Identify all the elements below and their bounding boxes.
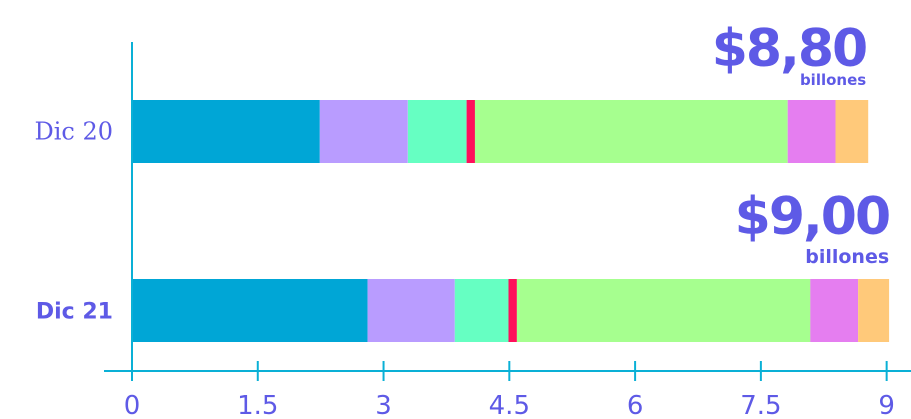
bar-segment-1-4 <box>466 100 475 163</box>
bar-segment-2-5 <box>516 279 811 342</box>
bar-segment-2-4 <box>508 279 517 342</box>
total-unit-1: billones <box>800 71 866 89</box>
bar-segment-2-2 <box>367 279 455 342</box>
axes-layer <box>104 42 911 381</box>
bar-segment-1-6 <box>787 100 836 163</box>
x-tick-label-1: 1.5 <box>237 391 278 419</box>
bar-segment-1-5 <box>474 100 788 163</box>
x-tick-label-5: 7.5 <box>740 391 781 419</box>
category-label-1: Dic 20 <box>34 118 113 146</box>
x-tick-label-3: 4.5 <box>489 391 530 419</box>
bar-segment-1-1 <box>132 100 320 163</box>
x-tick-label-6: 9 <box>878 391 895 419</box>
x-tick-label-4: 6 <box>627 391 644 419</box>
bar-segment-2-6 <box>810 279 859 342</box>
total-value-2: $9,00 <box>735 187 889 247</box>
bars-layer <box>132 100 890 342</box>
category-label-2: Dic 21 <box>36 300 113 325</box>
bar-segment-2-3 <box>454 279 509 342</box>
bar-segment-1-2 <box>319 100 408 163</box>
x-tick-label-0: 0 <box>124 391 141 419</box>
bar-segment-2-7 <box>858 279 890 342</box>
bar-segment-1-7 <box>835 100 869 163</box>
bar-segment-1-3 <box>407 100 467 163</box>
x-tick-label-2: 3 <box>375 391 392 419</box>
total-unit-2: billones <box>805 246 889 268</box>
bar-segment-2-1 <box>132 279 368 342</box>
total-value-1: $8,80 <box>712 19 866 79</box>
